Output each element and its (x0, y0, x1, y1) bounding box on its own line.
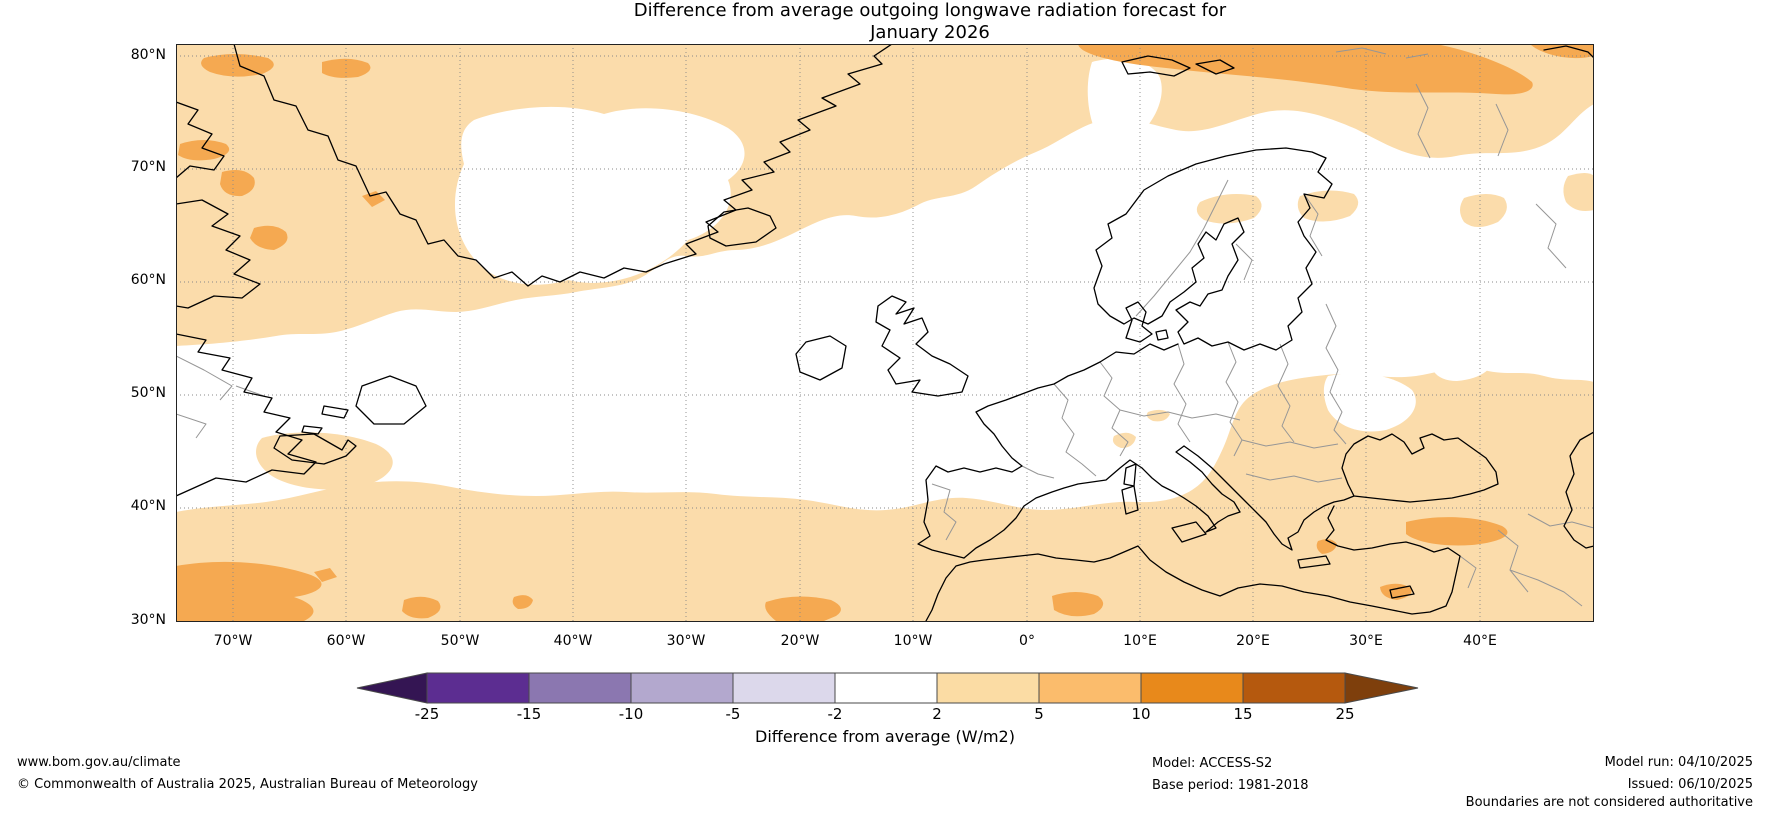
lon-label-40w: 40°W (553, 633, 593, 649)
colorbar-label: Difference from average (W/m2) (755, 727, 1015, 746)
footer-issued: Issued: 06/10/2025 (1627, 777, 1753, 792)
lon-label-30e: 30°E (1349, 633, 1383, 649)
colorbar-segment (528, 672, 632, 704)
map-panel (175, 43, 1595, 622)
lon-label-10w: 10°W (893, 633, 933, 649)
lon-label-0: 0° (1019, 633, 1035, 649)
colorbar-tick: 15 (1233, 705, 1253, 723)
lon-label-70w: 70°W (213, 633, 253, 649)
lon-label-30w: 30°W (666, 633, 706, 649)
footer-copyright: © Commonwealth of Australia 2025, Austra… (17, 777, 478, 792)
colorbar-left-arrow (356, 672, 428, 704)
map-frame-border (176, 44, 1594, 622)
anomaly-5-10-layer (176, 44, 1594, 621)
colorbar-tick: 25 (1335, 705, 1355, 723)
colorbar-segment (1140, 672, 1244, 704)
colorbar-segment (1038, 672, 1142, 704)
lat-label-30n: 30°N (130, 612, 166, 628)
neutral-mask-layer (454, 58, 1493, 432)
lat-label-60n: 60°N (130, 272, 166, 288)
lat-label-70n: 70°N (130, 159, 166, 175)
lon-label-50w: 50°W (440, 633, 480, 649)
forecast-map (175, 43, 1595, 622)
colorbar-tick: -10 (618, 705, 644, 723)
lat-label-40n: 40°N (130, 498, 166, 514)
colorbar-tick: -15 (516, 705, 542, 723)
title-line-2: January 2026 (870, 22, 990, 43)
country-border-layer (175, 47, 1595, 607)
lat-label-80n: 80°N (130, 47, 166, 63)
footer-website-url: www.bom.gov.au/climate (17, 755, 181, 770)
colorbar (356, 670, 1420, 706)
colorbar-segment (426, 672, 530, 704)
colorbar-segment (936, 672, 1040, 704)
colorbar-segment (1242, 672, 1346, 704)
title-line-1: Difference from average outgoing longwav… (633, 0, 1227, 21)
colorbar-segment (834, 672, 938, 704)
lat-label-50n: 50°N (130, 385, 166, 401)
coastline-layer (175, 43, 1595, 622)
colorbar-tick: -25 (414, 705, 440, 723)
colorbar-right-arrow (1344, 672, 1419, 704)
colorbar-tick: -2 (827, 705, 843, 723)
page-title: Difference from average outgoing longwav… (634, 0, 1226, 44)
colorbar-tick: -5 (725, 705, 741, 723)
colorbar-tick: 5 (1034, 705, 1044, 723)
colorbar-segment (732, 672, 836, 704)
colorbar-tick: 2 (932, 705, 942, 723)
colorbar-segment (630, 672, 734, 704)
footer-model: Model: ACCESS-S2 (1152, 756, 1273, 771)
lon-label-20e: 20°E (1236, 633, 1270, 649)
lon-label-10e: 10°E (1123, 633, 1157, 649)
graticule-layer (176, 44, 1594, 622)
footer-boundaries-note: Boundaries are not considered authoritat… (1465, 795, 1753, 810)
footer-model-run: Model run: 04/10/2025 (1604, 755, 1753, 770)
lon-label-20w: 20°W (780, 633, 820, 649)
footer-base-period: Base period: 1981-2018 (1152, 778, 1309, 793)
lon-label-40e: 40°E (1463, 633, 1497, 649)
lon-label-60w: 60°W (326, 633, 366, 649)
colorbar-tick: 10 (1131, 705, 1151, 723)
colorbar-svg (356, 672, 1419, 704)
